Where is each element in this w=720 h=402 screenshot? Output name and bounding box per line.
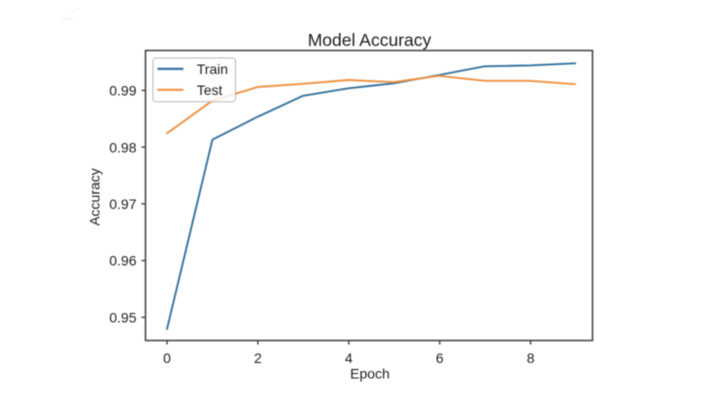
svg-text:2: 2 [254, 350, 262, 366]
svg-text:4: 4 [345, 350, 353, 366]
svg-text:Accuracy: Accuracy [86, 168, 102, 226]
svg-text:Model Accuracy: Model Accuracy [308, 30, 432, 50]
svg-text:0: 0 [163, 350, 171, 366]
svg-text:8: 8 [527, 350, 535, 366]
svg-text:0.96: 0.96 [109, 253, 136, 269]
svg-text:Test: Test [197, 82, 223, 98]
svg-text:0.98: 0.98 [109, 139, 136, 155]
svg-text:6: 6 [436, 350, 444, 366]
svg-text:Epoch: Epoch [350, 366, 390, 382]
svg-text:Train: Train [197, 61, 228, 77]
svg-text:0.97: 0.97 [109, 196, 136, 212]
svg-text:0.95: 0.95 [109, 309, 136, 325]
svg-text:0.99: 0.99 [109, 83, 136, 99]
